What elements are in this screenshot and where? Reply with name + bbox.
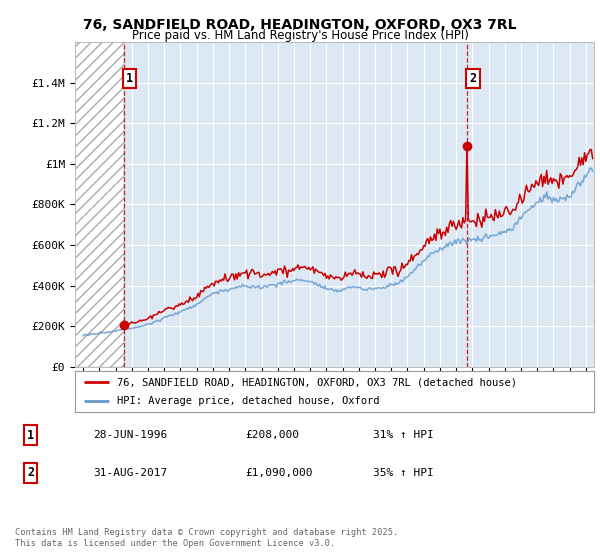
Text: 1: 1 <box>126 72 133 85</box>
Text: 2: 2 <box>27 466 34 479</box>
Text: Price paid vs. HM Land Registry's House Price Index (HPI): Price paid vs. HM Land Registry's House … <box>131 29 469 42</box>
Text: 31-AUG-2017: 31-AUG-2017 <box>94 468 168 478</box>
Text: £208,000: £208,000 <box>245 430 299 440</box>
Bar <box>75 42 124 367</box>
Text: 35% ↑ HPI: 35% ↑ HPI <box>373 468 434 478</box>
Text: 76, SANDFIELD ROAD, HEADINGTON, OXFORD, OX3 7RL (detached house): 76, SANDFIELD ROAD, HEADINGTON, OXFORD, … <box>116 377 517 387</box>
Text: 31% ↑ HPI: 31% ↑ HPI <box>373 430 434 440</box>
Text: Contains HM Land Registry data © Crown copyright and database right 2025.
This d: Contains HM Land Registry data © Crown c… <box>15 528 398 548</box>
Text: 28-JUN-1996: 28-JUN-1996 <box>94 430 168 440</box>
Text: 76, SANDFIELD ROAD, HEADINGTON, OXFORD, OX3 7RL: 76, SANDFIELD ROAD, HEADINGTON, OXFORD, … <box>83 18 517 32</box>
Text: 1: 1 <box>27 428 34 442</box>
Text: 2: 2 <box>469 72 476 85</box>
Text: £1,090,000: £1,090,000 <box>245 468 313 478</box>
Text: HPI: Average price, detached house, Oxford: HPI: Average price, detached house, Oxfo… <box>116 396 379 405</box>
